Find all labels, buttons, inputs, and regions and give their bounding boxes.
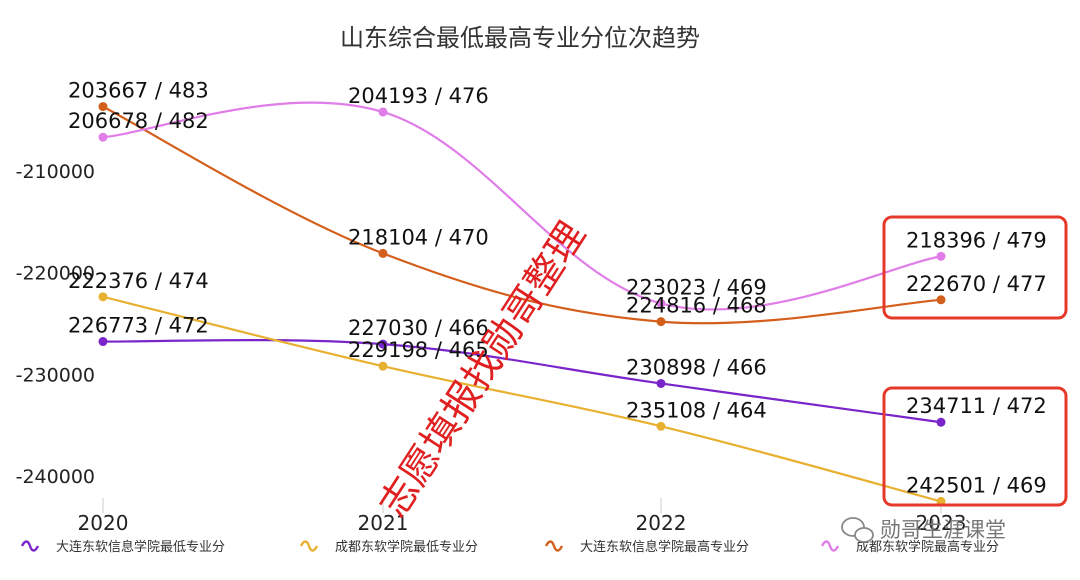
data-point <box>656 421 666 431</box>
data-point <box>656 317 666 327</box>
logo-text: 勋哥生涯课堂 <box>880 518 1006 542</box>
legend-marker <box>820 540 840 552</box>
x-tick-label: 2023 <box>916 511 967 535</box>
data-label: 242501 / 469 <box>906 473 1047 497</box>
data-point <box>98 102 108 112</box>
highlight-box <box>882 386 1068 507</box>
data-labels: 226773 / 472 227030 / 466 230898 / 466 2347… <box>68 79 1047 498</box>
legend-marker <box>544 540 564 552</box>
legend-marker <box>299 540 319 552</box>
legend-marker <box>20 540 40 552</box>
data-point <box>98 132 108 142</box>
axes: -210000 -220000 -230000 -240000 2020 2021 2022… <box>16 161 967 535</box>
chart-title: 山东综合最低最高专业分位次趋势 <box>340 24 700 52</box>
y-tick-label: -240000 <box>16 466 95 488</box>
x-tick-label: 2022 <box>636 511 687 535</box>
y-tick-label: -230000 <box>16 364 95 386</box>
highlight-box <box>882 215 1068 320</box>
data-point <box>378 339 388 349</box>
legend-label: 成都东软学院最高专业分 <box>856 539 999 555</box>
legend-label: 大连东软信息学院最低专业分 <box>56 539 225 555</box>
series-line <box>102 295 942 503</box>
data-point <box>936 295 946 305</box>
data-label: 230898 / 466 <box>626 355 767 379</box>
data-point <box>378 107 388 117</box>
wechat-icon <box>841 517 874 543</box>
series-line <box>102 105 942 325</box>
data-label: 235108 / 464 <box>626 398 767 422</box>
data-label: 206678 / 482 <box>68 109 209 133</box>
series-line <box>102 101 942 311</box>
series-line <box>102 338 942 424</box>
data-point <box>936 251 946 261</box>
x-tick-label: 2021 <box>358 511 409 535</box>
data-point <box>656 298 666 308</box>
data-label: 204193 / 476 <box>348 84 489 108</box>
legend: 大连东软信息学院最低专业分 成都东软学院最低专业分 大连东软信息学院最高专业分 成都东… <box>20 539 999 555</box>
legend-label: 大连东软信息学院最高专业分 <box>580 539 749 555</box>
data-point <box>98 337 108 347</box>
data-label: 203667 / 483 <box>68 79 209 103</box>
highlight-boxes <box>882 215 1068 507</box>
data-point <box>656 378 666 388</box>
x-tick-label: 2020 <box>78 511 129 535</box>
data-point <box>98 292 108 302</box>
y-tick-label: -220000 <box>16 263 95 285</box>
data-point <box>936 417 946 427</box>
data-label: 222670 / 477 <box>906 272 1047 296</box>
data-label: 229198 / 465 <box>348 338 489 362</box>
wechat-logo: 勋哥生涯课堂 <box>841 517 1006 543</box>
legend-label: 成都东软学院最低专业分 <box>335 539 478 555</box>
data-point <box>378 248 388 258</box>
data-label: 218396 / 479 <box>906 228 1047 252</box>
data-label: 227030 / 466 <box>348 316 489 340</box>
data-point <box>378 361 388 371</box>
y-tick-label: -210000 <box>16 161 95 183</box>
data-label: 222376 / 474 <box>68 269 209 293</box>
data-label: 226773 / 472 <box>68 314 209 338</box>
data-label: 223023 / 469 <box>626 275 767 299</box>
data-label: 218104 / 470 <box>348 225 489 249</box>
data-label: 234711 / 472 <box>906 394 1047 418</box>
data-label: 224816 / 468 <box>626 294 767 318</box>
